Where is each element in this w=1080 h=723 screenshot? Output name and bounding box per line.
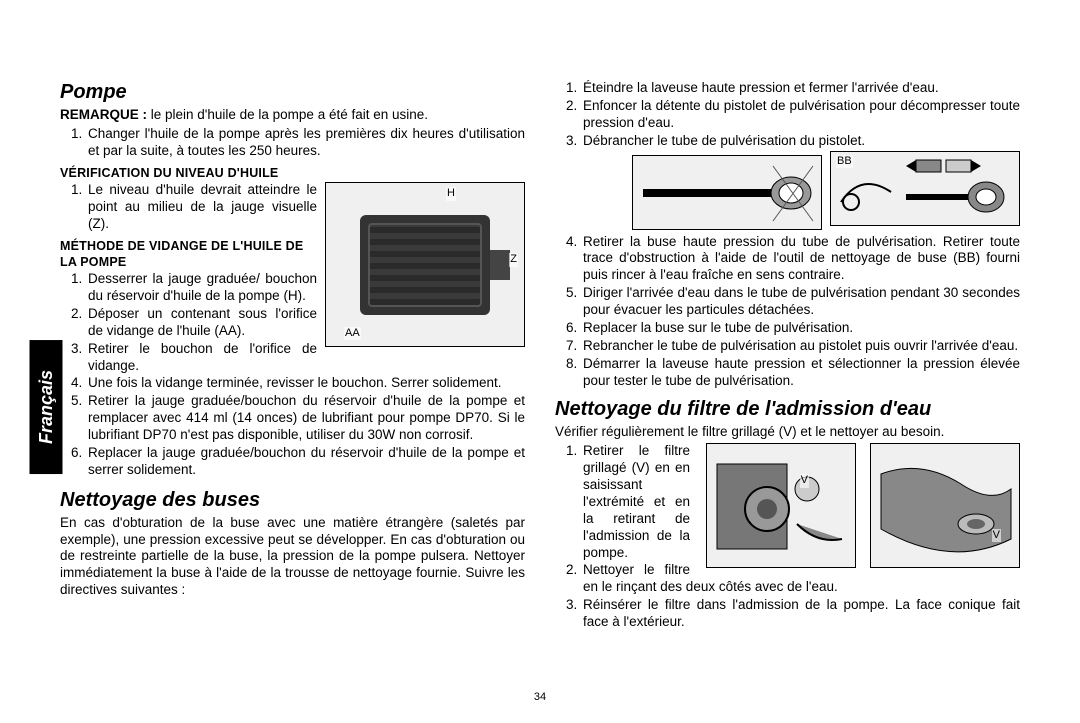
figure-nozzle-tool: BB	[830, 151, 1020, 226]
figure-filter-b: V	[870, 443, 1020, 568]
language-tab: Français	[30, 340, 63, 474]
list-item: Débrancher le tube de pulvérisation du p…	[581, 133, 1020, 150]
list-item: Replacer la buse sur le tube de pulvéris…	[581, 320, 1020, 337]
nozzle-steps-cont2: Replacer la buse sur le tube de pulvéris…	[555, 320, 1020, 390]
filter-a-icon	[707, 444, 855, 567]
list-item: Retirer la jauge graduée/bouchon du rése…	[86, 393, 525, 444]
page-number: 34	[534, 691, 546, 705]
list-item: Rebrancher le tube de pulvérisation au p…	[581, 338, 1020, 355]
nozzle-tool-icon	[831, 152, 1019, 225]
fig-label-bb: BB	[836, 155, 853, 169]
page-columns: Pompe REMARQUE : le plein d'huile de la …	[60, 80, 1020, 632]
left-column: Pompe REMARQUE : le plein d'huile de la …	[60, 80, 525, 632]
remarque-text: le plein d'huile de la pompe a été fait …	[147, 107, 428, 122]
remarque: REMARQUE : le plein d'huile de la pompe …	[60, 107, 525, 124]
fig-label-z: Z	[509, 253, 518, 267]
filtre-intro: Vérifier régulièrement le filtre grillag…	[555, 424, 1020, 441]
fig-label-v: V	[800, 474, 809, 488]
fig-label-aa: AA	[344, 327, 361, 341]
heading-pompe: Pompe	[60, 80, 525, 105]
spray-tube-icon	[633, 156, 821, 229]
sub-verification: VÉRIFICATION DU NIVEAU D'HUILE	[60, 166, 525, 182]
filtre-steps-cont: Réinsérer le filtre dans l'admission de …	[555, 597, 1020, 631]
filter-b-icon	[871, 444, 1019, 567]
figure-spray-tube	[632, 155, 822, 230]
pompe-intro-list: Changer l'huile de la pompe après les pr…	[60, 126, 525, 160]
heading-buses: Nettoyage des buses	[60, 488, 525, 513]
pump-illustration	[360, 215, 490, 315]
list-item: Réinsérer le filtre dans l'admission de …	[581, 597, 1020, 631]
nozzle-steps: Éteindre la laveuse haute pression et fe…	[555, 80, 1020, 150]
list-item: Éteindre la laveuse haute pression et fe…	[581, 80, 1020, 97]
list-item: Une fois la vidange terminée, revisser l…	[86, 375, 525, 392]
right-column: Éteindre la laveuse haute pression et fe…	[555, 80, 1020, 632]
list-item: Changer l'huile de la pompe après les pr…	[86, 126, 525, 160]
filter-figures: V V	[698, 443, 1020, 572]
list-item: Diriger l'arrivée d'eau dans le tube de …	[581, 285, 1020, 319]
remarque-label: REMARQUE :	[60, 107, 147, 122]
heading-filtre: Nettoyage du filtre de l'admission d'eau	[555, 397, 1020, 422]
fig-label-h: H	[446, 187, 456, 201]
fig-label-v2: V	[992, 529, 1001, 543]
list-item: Démarrer la laveuse haute pression et sé…	[581, 356, 1020, 390]
list-item: Replacer la jauge graduée/bouchon du rés…	[86, 445, 525, 479]
list-item: Enfoncer la détente du pistolet de pulvé…	[581, 98, 1020, 132]
figure-pump: H Z AA	[325, 182, 525, 347]
buses-intro: En cas d'obturation de la buse avec une …	[60, 515, 525, 599]
figure-filter-a: V	[706, 443, 856, 568]
